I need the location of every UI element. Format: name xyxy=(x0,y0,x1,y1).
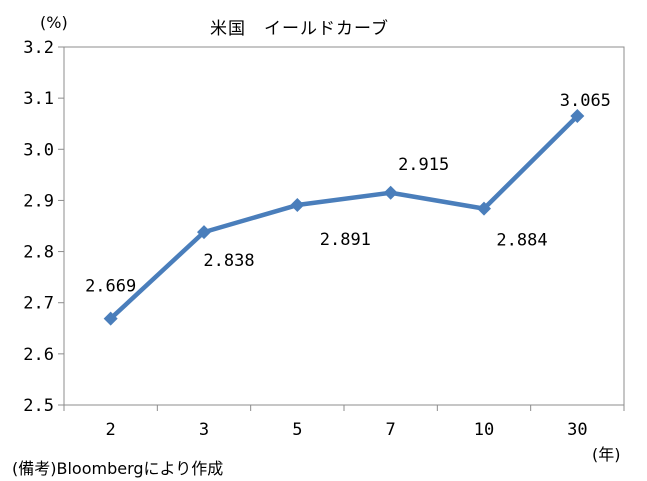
series-line xyxy=(109,114,579,321)
chart-title: 米国 イールドカーブ xyxy=(210,19,389,39)
plot-frame xyxy=(63,46,625,406)
data-point-marker xyxy=(383,185,398,200)
y-tick-label: 2.9 xyxy=(23,191,54,211)
y-axis-unit: (%) xyxy=(40,13,68,32)
x-tick-label: 3 xyxy=(199,420,209,440)
y-tick-label: 3.2 xyxy=(23,38,54,58)
data-point-marker xyxy=(477,201,491,216)
y-tick-label: 2.6 xyxy=(23,345,54,365)
data-label: 2.915 xyxy=(398,155,449,175)
data-point-marker xyxy=(290,198,305,213)
y-tick-label: 2.7 xyxy=(23,294,54,314)
data-label: 2.891 xyxy=(320,230,371,250)
x-tick-label: 2 xyxy=(106,420,116,440)
data-label: 3.065 xyxy=(560,91,611,111)
y-tick-label: 2.5 xyxy=(23,396,54,416)
data-point-marker xyxy=(103,311,118,326)
x-tick-label: 30 xyxy=(567,420,587,440)
y-tick-label: 2.8 xyxy=(23,243,54,263)
source-note: (備考)Bloombergにより作成 xyxy=(12,459,224,478)
x-axis-unit: (年) xyxy=(592,445,621,464)
data-label: 2.838 xyxy=(203,251,254,271)
x-tick-label: 7 xyxy=(386,420,396,440)
data-label: 2.669 xyxy=(85,277,136,297)
x-tick-label: 5 xyxy=(292,420,302,440)
y-tick-label: 3.1 xyxy=(23,89,54,109)
x-tick-label: 10 xyxy=(474,420,494,440)
data-label: 2.884 xyxy=(496,231,547,251)
y-tick-label: 3.0 xyxy=(23,140,54,160)
data-point-marker xyxy=(570,109,585,124)
data-point-marker xyxy=(197,225,211,240)
